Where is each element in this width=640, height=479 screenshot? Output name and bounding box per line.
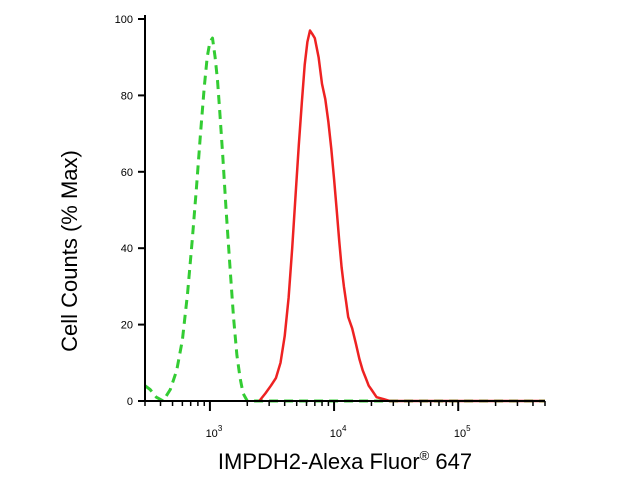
y-axis-title: Cell Counts (% Max) (57, 150, 82, 352)
x-tick-label: 104 (330, 424, 347, 440)
x-axis-title: IMPDH2-Alexa Fluor® 647 (218, 448, 472, 474)
x-tick-label: 105 (454, 424, 471, 440)
y-tick-label: 60 (121, 167, 133, 179)
x-axis-title-suffix: 647 (429, 449, 472, 474)
y-tick-label: 20 (121, 320, 133, 332)
axes: 0 20 40 60 80 100 103 104 105 (115, 14, 546, 440)
y-tick-label: 80 (121, 90, 133, 102)
y-tick-label: 40 (121, 243, 133, 255)
series-line-2 (258, 29, 545, 403)
y-tick-label: 100 (115, 14, 133, 26)
plot-area (144, 29, 545, 403)
x-tick-label: 103 (206, 424, 223, 440)
y-tick-label: 0 (127, 396, 133, 408)
x-axis-title-super: ® (420, 448, 430, 463)
x-axis-title-main: IMPDH2-Alexa Fluor (218, 449, 420, 474)
series-line-1 (144, 36, 545, 403)
